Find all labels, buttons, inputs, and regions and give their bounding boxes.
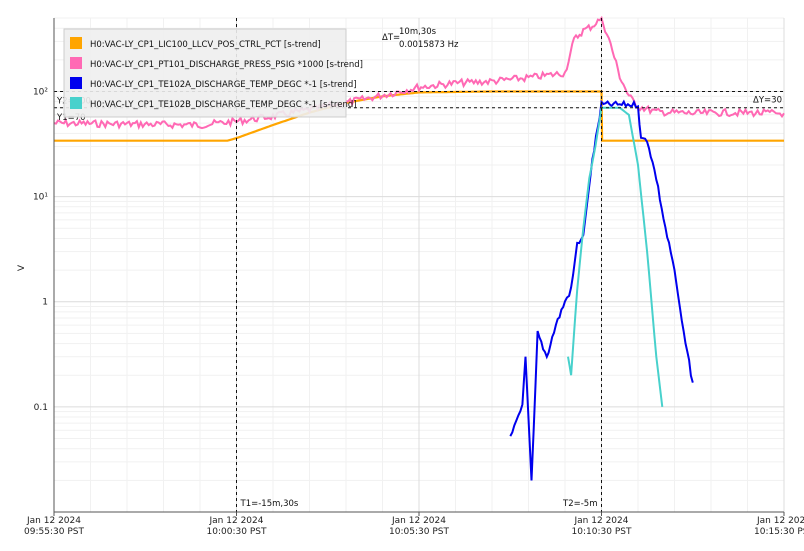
cursor-delta-t-value: 10m,30s	[399, 27, 437, 37]
legend-swatch-3[interactable]	[70, 77, 82, 89]
legend-entry-4[interactable]: H0:VAC-LY_CP1_TE102B_DISCHARGE_TEMP_DEGC…	[90, 100, 357, 110]
x-tick-date-label: Jan 12 2024	[209, 516, 264, 526]
cursor-y1-label: Y1=70	[56, 113, 86, 123]
cursor-delta-f-value: 0.0015873 Hz	[399, 40, 459, 50]
x-tick-time-label: 10:00:30 PST	[207, 527, 267, 537]
cursor-t2-label: T2=-5m	[562, 499, 597, 509]
y-axis-label: V	[17, 264, 27, 271]
series-line-4	[567, 106, 664, 408]
cursor-t1-label: T1=-15m,30s	[240, 499, 299, 509]
legend[interactable]: H0:VAC-LY_CP1_LIC100_LLCV_POS_CTRL_PCT […	[63, 28, 363, 118]
legend-entry-2[interactable]: H0:VAC-LY_CP1_PT101_DISCHARGE_PRESS_PSIG…	[90, 60, 363, 70]
x-tick-date-label: Jan 12 2024	[391, 516, 446, 526]
legend-swatch-4[interactable]	[70, 97, 82, 109]
x-tick-date-label: Jan 12 2024	[574, 516, 629, 526]
cursor-delta-y-label: ΔY=30	[753, 95, 782, 105]
legend-swatch-2[interactable]	[70, 57, 82, 69]
x-tick-time-label: 10:10:30 PST	[572, 527, 632, 537]
x-tick-date-label: Jan 12 2024	[26, 516, 81, 526]
legend-swatch-1[interactable]	[70, 37, 82, 49]
y-tick-label: 1	[42, 298, 48, 308]
legend-entry-1[interactable]: H0:VAC-LY_CP1_LIC100_LLCV_POS_CTRL_PCT […	[90, 40, 321, 50]
series-line-1	[54, 90, 784, 142]
y-tick-label: 10²	[33, 87, 48, 97]
x-tick-time-label: 09:55:30 PST	[24, 527, 84, 537]
x-tick-time-label: 10:05:30 PST	[389, 527, 449, 537]
series-line-2	[53, 15, 785, 131]
x-tick-time-label: 10:15:30 PST	[754, 527, 804, 537]
legend-entry-3[interactable]: H0:VAC-LY_CP1_TE102A_DISCHARGE_TEMP_DEGC…	[90, 80, 357, 90]
y-tick-label: 10¹	[33, 193, 48, 203]
x-tick-date-label: Jan 12 2024	[756, 516, 804, 526]
cursor-delta-t-prefix: ΔT=	[382, 33, 400, 43]
legend-box	[63, 28, 347, 118]
y-tick-label: 0.1	[34, 403, 48, 413]
